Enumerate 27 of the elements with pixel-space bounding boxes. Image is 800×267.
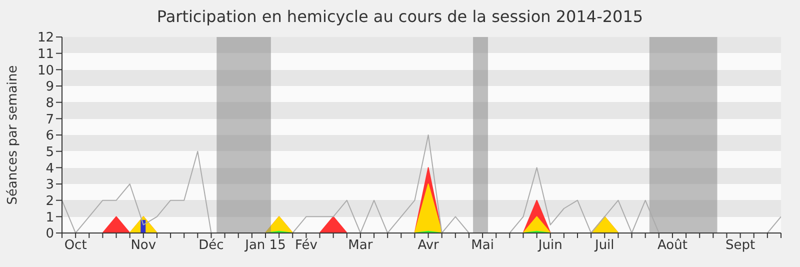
y-tick-label: 11 <box>37 46 54 62</box>
x-tick-label: Juil <box>594 238 614 254</box>
chart-title: Participation en hemicycle au cours de la session 2014-2015 <box>156 7 644 26</box>
x-tick-label: Nov <box>130 238 156 254</box>
y-tick-label: 1 <box>46 210 54 226</box>
x-tick-label: Mai <box>471 238 494 254</box>
y-tick-label: 2 <box>46 194 54 209</box>
x-tick-label: Jan 15 <box>244 238 286 254</box>
y-tick-label: 6 <box>46 128 54 144</box>
x-tick-label: Déc <box>198 238 224 254</box>
x-tick-label: Oct <box>64 238 87 254</box>
y-tick-label: 8 <box>46 96 54 111</box>
y-tick-label: 9 <box>46 80 54 95</box>
y-tick-label: 5 <box>46 144 54 160</box>
y-tick-label: 7 <box>46 112 54 128</box>
y-tick-label: 0 <box>46 226 54 242</box>
y-tick-label: 3 <box>46 178 54 193</box>
x-tick-label: Mar <box>348 238 374 254</box>
x-tick-label: Avr <box>418 238 440 254</box>
y-tick-label: 12 <box>37 30 54 46</box>
x-tick-label: Août <box>657 238 688 254</box>
x-tick-label: Juin <box>537 238 562 254</box>
x-tick-label: Fév <box>294 238 318 254</box>
y-tick-label: 10 <box>37 63 54 78</box>
x-tick-label: Sept <box>725 238 756 254</box>
y-tick-label: 4 <box>46 161 54 176</box>
y-axis-title: Séances par semaine <box>6 65 21 205</box>
